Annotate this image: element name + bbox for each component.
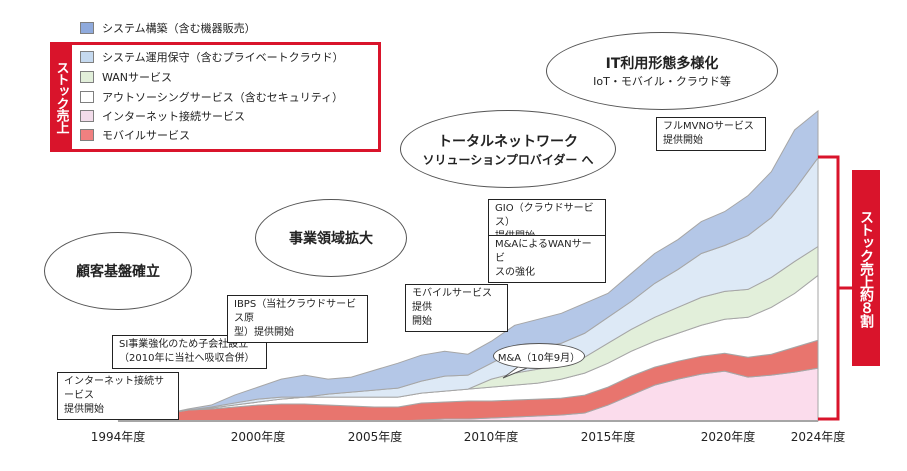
annotation-line: GIO（クラウドサービス）	[495, 203, 594, 228]
phase-customer-base: 顧客基盤確立	[44, 232, 192, 310]
annotation-line: フルMVNOサービス	[663, 121, 754, 132]
phase-title: 顧客基盤確立	[76, 264, 160, 280]
legend-item: アウトソーシングサービス（含むセキュリティ）	[80, 89, 343, 105]
annotation-line: モバイルサービス提供	[412, 288, 492, 313]
area-series-5	[117, 109, 819, 422]
annotation-mobile: モバイルサービス提供開始	[405, 284, 508, 332]
phase-it-diversification: IT利用形態多様化 IoT・モバイル・クラウド等	[546, 32, 778, 110]
x-tick-label: 2000年度	[230, 430, 286, 444]
legend-label: システム構築（含む機器販売）	[102, 22, 256, 35]
annotation-wan-ma: M&AによるWANサービスの強化	[488, 235, 606, 283]
annotation-ibps: IBPS（当社クラウドサービス原型）提供開始	[227, 295, 368, 343]
legend-label: WANサービス	[102, 71, 173, 84]
annotation-line: IBPS（当社クラウドサービス原	[234, 299, 357, 324]
legend-item: インターネット接続サービス	[80, 108, 245, 124]
phase-title: トータルネットワーク	[438, 133, 578, 150]
legend-label: アウトソーシングサービス（含むセキュリティ）	[102, 91, 344, 104]
annotation-full-mvno: フルMVNOサービス 提供開始	[656, 117, 766, 151]
annotation-internet: インターネット接続サービス提供開始	[57, 372, 179, 420]
annotation-si-subsidiary: SI事業強化のため子会社設立 （2010年に当社へ吸収合併）	[112, 335, 267, 369]
phase-title: IT利用形態多様化	[605, 56, 719, 72]
legend-item: WANサービス	[80, 69, 172, 85]
phase-title: 事業領域拡大	[289, 231, 373, 247]
legend-item: モバイルサービス	[80, 127, 190, 143]
x-tick-label: 2020年度	[700, 430, 756, 444]
legend-item: システム構築（含む機器販売）	[80, 20, 256, 36]
annotation-line: SI事業強化のため子会社設立	[119, 339, 249, 350]
legend-label: モバイルサービス	[102, 129, 190, 142]
legend-swatch	[80, 91, 94, 103]
legend-label: インターネット接続サービス	[102, 110, 245, 123]
x-tick-label: 2010年度	[463, 430, 519, 444]
phase-subtitle: IoT・モバイル・クラウド等	[593, 75, 731, 88]
x-tick-label: 1994年度	[90, 430, 146, 444]
phase-business-expansion: 事業領域拡大	[255, 199, 407, 277]
annotation-line: スの強化	[495, 267, 535, 278]
annotation-line: （2010年に当社へ吸収合併）	[119, 353, 255, 364]
legend-swatch	[80, 110, 94, 122]
legend-swatch	[80, 51, 94, 63]
legend-item: システム運用保守（含むプライベートクラウド）	[80, 49, 344, 65]
legend-swatch	[80, 22, 94, 34]
phase-total-network: トータルネットワークソリューションプロバイダー へ	[400, 110, 616, 188]
annotation-line: 型）提供開始	[234, 327, 294, 338]
x-tick-label: 2015年度	[580, 430, 636, 444]
annotation-line: M&AによるWANサービ	[495, 239, 592, 264]
annotation-ma-bubble: M&A（10年9月）	[493, 343, 585, 369]
annotation-line: 提供開始	[64, 404, 104, 415]
annotation-line: 提供開始	[663, 135, 703, 146]
x-tick-label: 2024年度	[790, 430, 846, 444]
annotation-line: 開始	[412, 316, 432, 327]
stock-share-label: ストック売上約８割	[852, 170, 880, 366]
annotation-line: インターネット接続サービス	[64, 376, 164, 401]
x-tick-label: 2005年度	[347, 430, 403, 444]
legend-label: システム運用保守（含むプライベートクラウド）	[102, 51, 344, 64]
phase-title-line2: ソリューションプロバイダー へ	[422, 152, 594, 167]
legend-swatch	[80, 71, 94, 83]
stock-legend-label: ストック売上	[50, 42, 72, 152]
legend-swatch	[80, 129, 94, 141]
